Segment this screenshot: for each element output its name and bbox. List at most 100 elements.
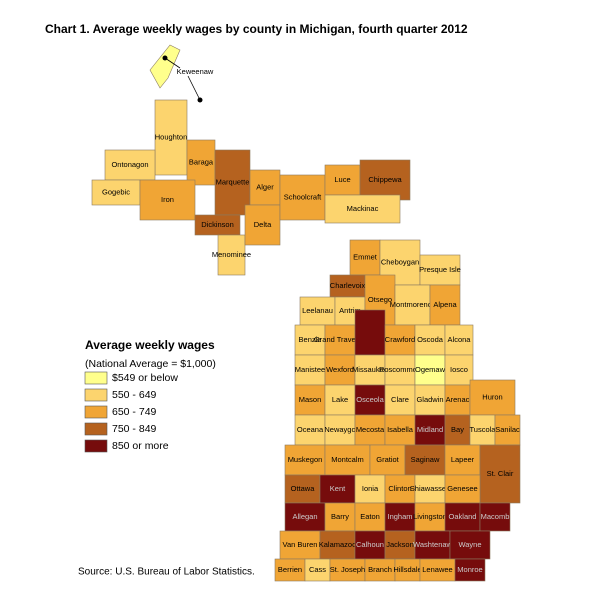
county	[444, 384, 471, 416]
county	[294, 384, 326, 416]
county-label: Presque Isle	[419, 265, 461, 274]
title: Chart 1. Average weekly wages by county …	[45, 22, 468, 36]
county	[324, 324, 356, 356]
county	[299, 296, 336, 326]
source: Source: U.S. Bureau of Labor Statistics.	[78, 567, 255, 578]
county-label: Bay	[451, 425, 464, 434]
county	[444, 444, 481, 476]
county-label: Clinton	[388, 484, 411, 493]
county	[469, 379, 516, 416]
legend-label: 650 - 749	[112, 406, 157, 418]
legend-swatch	[84, 405, 108, 419]
county-label: Gladwin	[416, 395, 443, 404]
county-label: Mason	[299, 395, 322, 404]
county	[354, 474, 386, 504]
county-label: Wexford	[326, 365, 354, 374]
county-label: Cass	[309, 565, 326, 574]
county-label: Missaukee	[352, 365, 388, 374]
county	[214, 149, 251, 216]
county-label: Isabella	[387, 425, 414, 434]
legend-swatch	[84, 439, 108, 453]
county-label: Lenawee	[422, 565, 452, 574]
county-label: Alcona	[448, 335, 472, 344]
county	[354, 309, 386, 356]
county-label: Arenac	[446, 395, 470, 404]
county-label: Antrim	[339, 306, 361, 315]
county-label: Allegan	[292, 512, 317, 521]
county-label: Dickinson	[201, 220, 234, 229]
county-label: Marquette	[216, 177, 250, 186]
county	[217, 234, 246, 276]
county-label: Roscommon	[379, 365, 421, 374]
county	[359, 159, 411, 201]
county-label: Livingston	[413, 512, 447, 521]
county-label: Ogemaw	[415, 365, 446, 374]
county-label: Newaygo	[324, 425, 355, 434]
county	[414, 384, 446, 416]
county-label: Benzie	[299, 335, 322, 344]
county	[469, 414, 496, 446]
leader-dot	[162, 55, 168, 61]
county-label: St. Joseph	[330, 565, 365, 574]
county-label: Luce	[334, 175, 350, 184]
county	[429, 284, 461, 326]
county-label: Alger	[256, 182, 274, 191]
county-label: Kent	[330, 484, 346, 493]
county-label: Clare	[391, 395, 409, 404]
county	[324, 414, 356, 446]
leader-line	[187, 75, 201, 101]
county-label: Otsego	[368, 295, 392, 304]
county-label: Van Buren	[283, 540, 318, 549]
leader-dot	[197, 97, 203, 103]
county	[384, 530, 416, 560]
county	[149, 44, 181, 89]
county-label: Tuscola	[470, 425, 497, 434]
county	[419, 254, 461, 286]
county-label: Montcalm	[331, 455, 364, 464]
county-label: Oceana	[297, 425, 324, 434]
county-label: Eaton	[360, 512, 380, 521]
county	[454, 558, 486, 582]
county-label: Gogebic	[102, 187, 130, 196]
county-label: Ionia	[362, 484, 379, 493]
county-label: Hillsdale	[393, 565, 421, 574]
county-label: Delta	[254, 220, 272, 229]
county	[279, 174, 326, 221]
county-label: Ottawa	[291, 484, 316, 493]
county-label: Mecosta	[356, 425, 385, 434]
county	[249, 169, 281, 206]
county-label: Grand Traverse	[314, 335, 366, 344]
county	[384, 354, 416, 386]
county-label: Gratiot	[376, 455, 399, 464]
county	[154, 99, 188, 176]
county-label: Mackinac	[347, 204, 379, 213]
county	[284, 502, 326, 532]
county-label: Jackson	[386, 540, 414, 549]
counties: Keweenaw Houghton Ontonagon Gogebic Baraga Ir…	[91, 44, 521, 582]
county	[139, 179, 196, 221]
county	[279, 530, 321, 560]
legend-label: $549 or below	[112, 372, 178, 384]
county-label: Midland	[417, 425, 443, 434]
county	[244, 204, 281, 246]
county-label: Huron	[482, 392, 502, 401]
county-label: Barry	[331, 512, 349, 521]
county	[444, 502, 481, 532]
legend-swatch	[84, 422, 108, 436]
county-label: Osceola	[356, 395, 384, 404]
county-label: Kalamazoo	[319, 540, 357, 549]
county	[449, 530, 491, 560]
county	[284, 474, 321, 504]
county-label: Berrien	[278, 565, 302, 574]
county	[354, 530, 386, 560]
county-label: Lake	[332, 395, 348, 404]
county	[394, 284, 431, 326]
county-label: Keweenaw	[177, 67, 214, 76]
county-label: Crawford	[385, 335, 415, 344]
county-label: Iron	[161, 195, 174, 204]
county-label: Manistee	[295, 365, 325, 374]
county-label: Saginaw	[411, 455, 440, 464]
county	[91, 179, 141, 206]
county-label: Monroe	[457, 565, 482, 574]
